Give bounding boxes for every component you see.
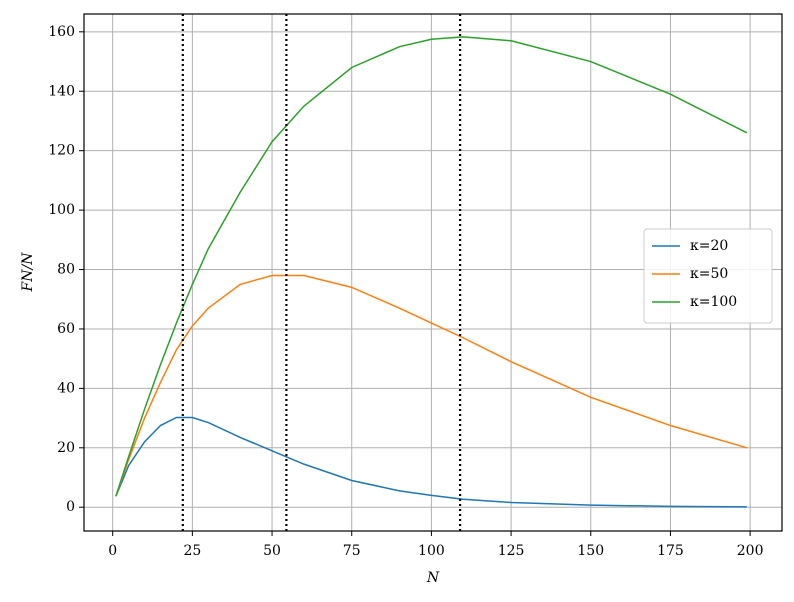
y-tick-label: 80: [57, 262, 75, 278]
x-tick-label: 75: [343, 543, 361, 559]
legend-box: [643, 228, 773, 324]
y-tick-label: 60: [57, 321, 75, 337]
y-tick-label: 20: [57, 440, 75, 456]
y-axis-label: FN/N: [20, 252, 36, 293]
x-tick-label: 100: [418, 543, 445, 559]
x-tick-label: 150: [577, 543, 604, 559]
x-tick-label: 200: [737, 543, 764, 559]
legend-label: κ=100: [690, 294, 737, 310]
x-tick-label: 0: [108, 543, 117, 559]
x-tick-label: 25: [183, 543, 201, 559]
x-tick-label: 50: [263, 543, 281, 559]
y-tick-label: 40: [57, 380, 75, 396]
series-line: [115, 416, 747, 508]
y-tick-label: 160: [48, 24, 75, 40]
y-tick-label: 140: [48, 83, 75, 99]
series-line: [115, 36, 748, 497]
x-tick-label: 175: [657, 543, 684, 559]
y-tick-label: 0: [66, 499, 75, 515]
legend-label: κ=50: [690, 266, 728, 282]
legend: κ=20 κ=50 κ=100: [643, 228, 773, 324]
x-tick-label: 125: [498, 543, 525, 559]
plot-frame: [83, 13, 783, 532]
x-axis-label: N: [426, 570, 440, 586]
y-tick-label: 120: [48, 143, 75, 159]
legend-label: κ=20: [690, 238, 728, 254]
y-tick-label: 100: [48, 202, 75, 218]
series-line: [115, 274, 748, 497]
